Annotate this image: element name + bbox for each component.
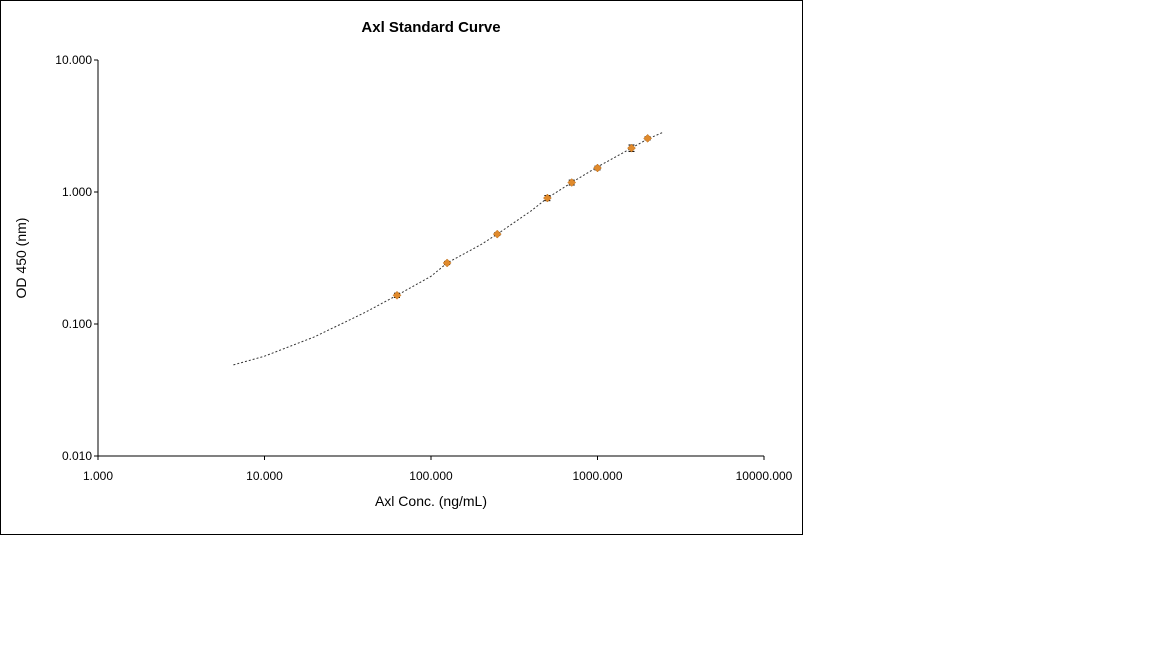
data-point xyxy=(392,290,402,300)
x-tick-label: 10000.000 xyxy=(736,469,793,483)
chart-frame: Axl Standard Curve 0.010 0.100 1.000 10.000… xyxy=(0,0,803,535)
x-tick-label: 100.000 xyxy=(409,469,453,483)
data-point xyxy=(627,143,636,153)
x-tick-label: 1000.000 xyxy=(572,469,622,483)
trendline xyxy=(233,131,664,366)
data-point xyxy=(593,163,602,173)
x-tick-label: 10.000 xyxy=(246,469,283,483)
y-axis: 0.010 0.100 1.000 10.000 xyxy=(55,53,99,463)
y-tick-label: 0.010 xyxy=(62,449,92,463)
trendline-group xyxy=(233,131,664,366)
data-point xyxy=(567,178,577,187)
data-point xyxy=(643,133,652,143)
data-point xyxy=(492,229,502,239)
data-points-group xyxy=(392,133,652,300)
x-tick-label: 1.000 xyxy=(83,469,113,483)
y-tick-label: 10.000 xyxy=(55,53,92,67)
y-tick-label: 0.100 xyxy=(62,317,92,331)
y-axis-title: OD 450 (nm) xyxy=(13,218,29,299)
chart-title: Axl Standard Curve xyxy=(361,19,500,36)
chart-svg: Axl Standard Curve 0.010 0.100 1.000 10.000… xyxy=(13,19,793,509)
data-point xyxy=(442,258,452,268)
x-axis: 1.000 10.000 100.000 1000.000 10000.000 xyxy=(83,455,793,483)
y-tick-label: 1.000 xyxy=(62,185,92,199)
data-point xyxy=(543,193,552,203)
x-axis-title: Axl Conc. (ng/mL) xyxy=(375,493,487,509)
